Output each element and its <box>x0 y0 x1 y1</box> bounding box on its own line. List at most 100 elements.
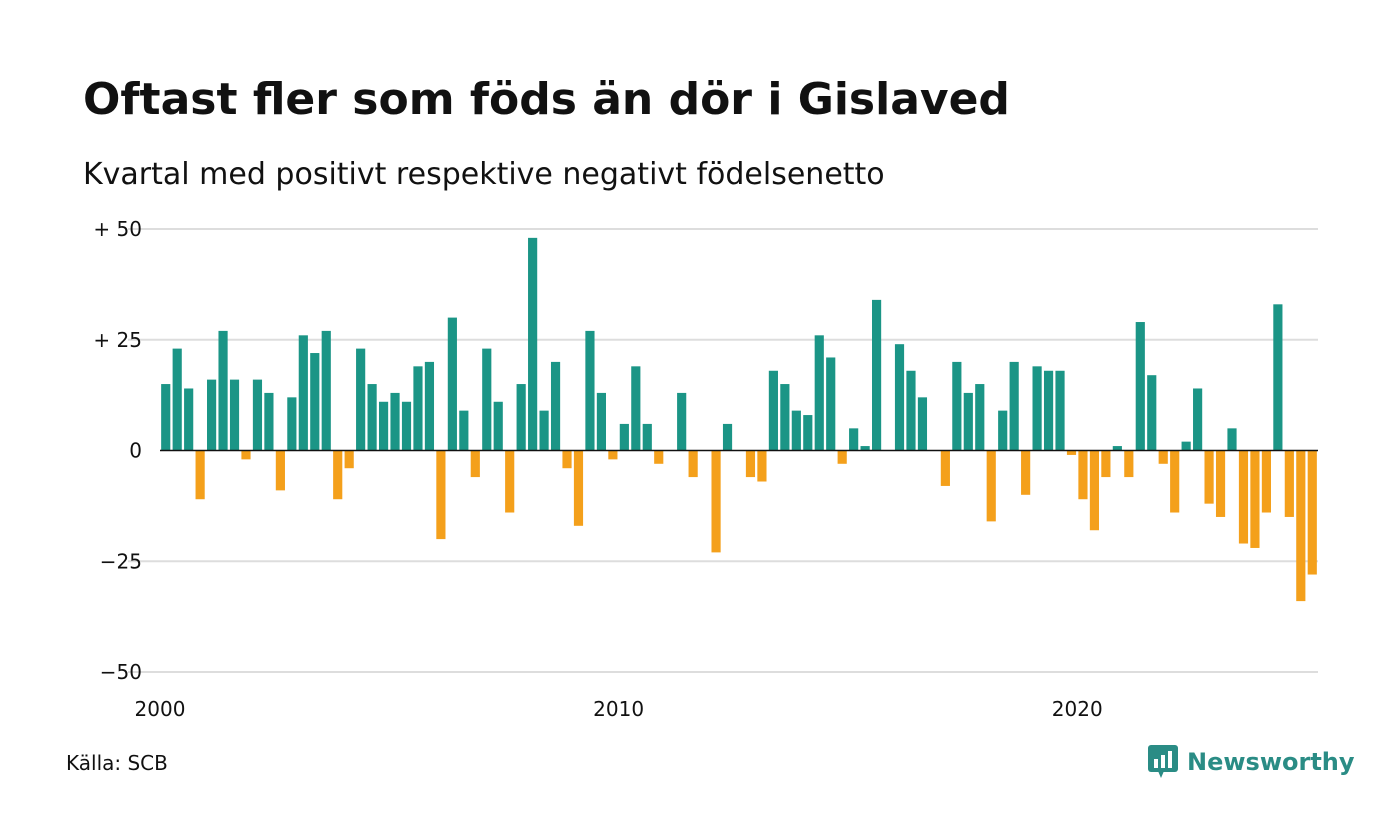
bar-2021-k4 <box>1158 450 1168 464</box>
bar-2006-k4 <box>470 450 480 478</box>
bar-2013-k3 <box>780 384 790 451</box>
bar-2009-k4 <box>608 450 618 460</box>
bar-2021-k2 <box>1135 322 1145 451</box>
bar-2022-k4 <box>1204 450 1214 504</box>
bar-2022-k3 <box>1193 388 1203 451</box>
newsworthy-logo-icon <box>1148 745 1178 778</box>
y-tick-label: −25 <box>100 549 142 573</box>
bar-2019-k4 <box>1066 450 1077 455</box>
bar-2002-k4 <box>287 397 297 451</box>
bar-2020-k3 <box>1101 450 1111 478</box>
bar-2008-k3 <box>550 361 561 451</box>
y-tick-label: + 25 <box>93 328 142 352</box>
bar-2017-k1 <box>940 450 950 486</box>
bar-2005-k1 <box>390 392 400 451</box>
bar-2019-k3 <box>1055 370 1065 451</box>
bar-2019-k2 <box>1043 370 1054 451</box>
bar-2015-k3 <box>872 299 882 451</box>
bar-2022-k2 <box>1181 441 1191 451</box>
bar-2023-k3 <box>1238 450 1249 544</box>
y-tick-label: 0 <box>129 439 142 463</box>
bar-2018-k1 <box>986 450 996 522</box>
bar-2011-k3 <box>688 450 698 478</box>
newsworthy-logo[interactable]: Newsworthy <box>1148 742 1355 782</box>
bar-2017-k4 <box>975 384 985 451</box>
bar-2003-k1 <box>298 335 308 451</box>
bar-2011-k2 <box>677 392 687 451</box>
bar-2023-k2 <box>1227 428 1237 451</box>
bar-2007-k2 <box>493 401 503 451</box>
bar-2008-k1 <box>528 237 538 451</box>
bar-2004-k4 <box>378 401 389 451</box>
bar-2022-k1 <box>1170 450 1180 513</box>
bar-2023-k1 <box>1215 450 1226 517</box>
bar-2013-k1 <box>757 450 767 482</box>
bar-2016-k2 <box>906 370 916 451</box>
bar-2006-k3 <box>459 410 469 451</box>
bar-2006-k2 <box>447 317 457 451</box>
bar-2014-k1 <box>803 415 813 451</box>
bar-2003-k4 <box>333 450 343 500</box>
bar-2010-k1 <box>619 423 629 451</box>
y-tick-label: −50 <box>100 660 142 684</box>
bar-2005-k3 <box>413 366 423 451</box>
bar-2007-k3 <box>505 450 515 513</box>
bar-2012-k1 <box>711 450 721 553</box>
bar-2010-k2 <box>631 366 641 451</box>
bar-2008-k2 <box>539 410 549 451</box>
brand-name: Newsworthy <box>1187 748 1355 776</box>
bar-2021-k3 <box>1147 375 1157 451</box>
bar-2000-k3 <box>184 388 194 451</box>
bar-2017-k3 <box>963 392 973 451</box>
bar-2007-k4 <box>516 384 526 451</box>
bar-2012-k4 <box>745 450 756 478</box>
bar-2009-k1 <box>573 450 584 526</box>
bar-2016-k3 <box>917 397 928 451</box>
bar-2007-k1 <box>482 348 492 451</box>
bar-2010-k3 <box>642 423 652 451</box>
bar-2015-k1 <box>849 428 859 451</box>
bar-2018-k4 <box>1021 450 1031 495</box>
bar-2003-k3 <box>321 330 331 451</box>
bar-2019-k1 <box>1032 366 1042 451</box>
bar-2016-k1 <box>894 344 905 451</box>
bar-2025-k1 <box>1307 450 1317 575</box>
bar-2024-k1 <box>1261 450 1271 513</box>
bar-2013-k2 <box>768 370 778 451</box>
bar-2024-k4 <box>1296 450 1306 602</box>
bar-2020-k4 <box>1112 446 1122 451</box>
bar-2013-k4 <box>791 410 801 451</box>
bar-2001-k2 <box>218 330 228 451</box>
bar-2014-k4 <box>837 450 847 464</box>
bar-2005-k4 <box>424 361 435 451</box>
bar-2020-k2 <box>1089 450 1100 531</box>
y-axis-labels: + 50 + 25 0 −25 −50 <box>93 217 142 684</box>
x-tick-label: 2020 <box>1052 697 1103 721</box>
x-axis-labels: 2000 2010 2020 <box>135 697 1103 721</box>
bar-2000-k2 <box>172 348 182 451</box>
bar-2001-k1 <box>207 379 217 451</box>
bar-2004-k3 <box>367 384 377 451</box>
bar-2008-k4 <box>562 450 572 469</box>
bar-2002-k3 <box>275 450 285 491</box>
bar-2006-k1 <box>436 450 446 540</box>
bar-2024-k3 <box>1284 450 1294 517</box>
bar-2002-k2 <box>264 392 274 451</box>
x-tick-label: 2010 <box>593 697 644 721</box>
bar-2020-k1 <box>1078 450 1088 500</box>
bar-2009-k3 <box>596 392 606 451</box>
bar-2001-k3 <box>229 379 240 451</box>
chart-title: Oftast fler som föds än dör i Gislaved <box>83 74 1010 125</box>
bar-2002-k1 <box>252 379 263 451</box>
gridlines <box>128 228 1318 673</box>
chart-subtitle: Kvartal med positivt respektive negativt… <box>83 157 885 192</box>
bar-2018-k2 <box>998 410 1008 451</box>
bar-2009-k2 <box>585 330 595 451</box>
bar-2018-k3 <box>1009 361 1019 451</box>
bar-2014-k3 <box>826 357 836 451</box>
bars <box>161 237 1317 602</box>
bar-2003-k2 <box>310 353 320 451</box>
bar-2005-k2 <box>401 401 412 451</box>
y-tick-label: + 50 <box>93 217 142 241</box>
